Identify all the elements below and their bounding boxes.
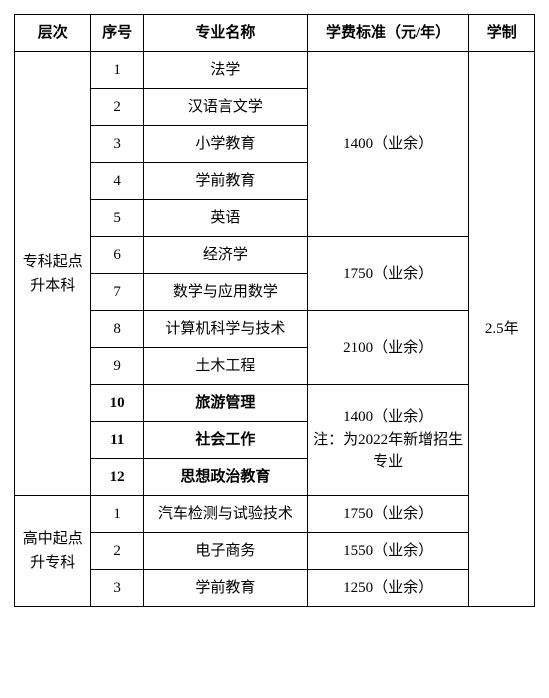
fee-cell: 1550（业余） (307, 533, 469, 570)
table-row: 2 电子商务 1550（业余） (15, 533, 535, 570)
seq-cell: 1 (91, 496, 143, 533)
seq-cell: 10 (91, 385, 143, 422)
seq-cell: 1 (91, 52, 143, 89)
major-cell: 计算机科学与技术 (143, 311, 307, 348)
table-row: 高中起点升专科 1 汽车检测与试验技术 1750（业余） (15, 496, 535, 533)
major-cell: 数学与应用数学 (143, 274, 307, 311)
major-cell: 思想政治教育 (143, 459, 307, 496)
duration-cell: 2.5年 (469, 52, 535, 607)
table-row: 10 旅游管理 1400（业余） 注：为2022年新增招生专业 (15, 385, 535, 422)
major-cell: 土木工程 (143, 348, 307, 385)
fee-cell: 1750（业余） (307, 496, 469, 533)
level-cell-gzzk: 高中起点升专科 (15, 496, 91, 607)
major-cell: 经济学 (143, 237, 307, 274)
major-cell: 社会工作 (143, 422, 307, 459)
header-major: 专业名称 (143, 15, 307, 52)
seq-cell: 3 (91, 126, 143, 163)
seq-cell: 4 (91, 163, 143, 200)
table-row: 6 经济学 1750（业余） (15, 237, 535, 274)
major-cell: 学前教育 (143, 163, 307, 200)
major-cell: 小学教育 (143, 126, 307, 163)
seq-cell: 2 (91, 89, 143, 126)
seq-cell: 5 (91, 200, 143, 237)
table-row: 专科起点升本科 1 法学 1400（业余） 2.5年 (15, 52, 535, 89)
major-cell: 电子商务 (143, 533, 307, 570)
table-row: 3 学前教育 1250（业余） (15, 570, 535, 607)
tuition-table: 层次 序号 专业名称 学费标准（元/年） 学制 专科起点升本科 1 法学 140… (14, 14, 535, 607)
major-cell: 汉语言文学 (143, 89, 307, 126)
fee-note-line1: 1400（业余） (310, 406, 467, 429)
major-cell: 旅游管理 (143, 385, 307, 422)
seq-cell: 3 (91, 570, 143, 607)
major-cell: 汽车检测与试验技术 (143, 496, 307, 533)
table-header-row: 层次 序号 专业名称 学费标准（元/年） 学制 (15, 15, 535, 52)
fee-cell-note: 1400（业余） 注：为2022年新增招生专业 (307, 385, 469, 496)
seq-cell: 8 (91, 311, 143, 348)
major-cell: 学前教育 (143, 570, 307, 607)
seq-cell: 11 (91, 422, 143, 459)
seq-cell: 2 (91, 533, 143, 570)
seq-cell: 6 (91, 237, 143, 274)
major-cell: 英语 (143, 200, 307, 237)
header-duration: 学制 (469, 15, 535, 52)
fee-cell: 2100（业余） (307, 311, 469, 385)
fee-cell: 1250（业余） (307, 570, 469, 607)
table-row: 8 计算机科学与技术 2100（业余） (15, 311, 535, 348)
seq-cell: 9 (91, 348, 143, 385)
header-level: 层次 (15, 15, 91, 52)
fee-cell: 1750（业余） (307, 237, 469, 311)
fee-cell: 1400（业余） (307, 52, 469, 237)
fee-note-line2: 注：为2022年新增招生专业 (310, 429, 467, 474)
seq-cell: 7 (91, 274, 143, 311)
header-seq: 序号 (91, 15, 143, 52)
major-cell: 法学 (143, 52, 307, 89)
level-cell-zkbk: 专科起点升本科 (15, 52, 91, 496)
seq-cell: 12 (91, 459, 143, 496)
header-fee: 学费标准（元/年） (307, 15, 469, 52)
